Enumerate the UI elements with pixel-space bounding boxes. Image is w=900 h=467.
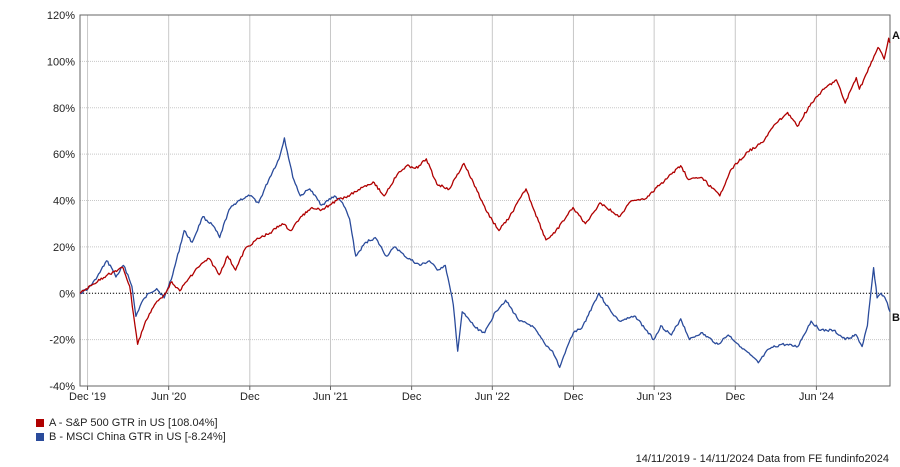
- y-tick-label: 0%: [59, 288, 75, 300]
- series-end-labels: BA: [892, 30, 900, 324]
- chart-grid: [80, 14, 890, 387]
- legend-label-b: B - MSCI China GTR in US [-8.24%]: [49, 431, 226, 443]
- x-tick-label: Dec: [402, 391, 422, 403]
- y-tick-label: 40%: [53, 196, 75, 208]
- y-tick-label: 20%: [53, 242, 75, 254]
- plot-frame: [79, 14, 891, 387]
- x-tick-label: Jun '22: [475, 391, 510, 403]
- y-tick-label: -40%: [49, 381, 75, 393]
- y-tick-label: 120%: [47, 10, 75, 22]
- series-line-a: [79, 37, 891, 345]
- series-end-label-b: B: [892, 312, 900, 324]
- y-tick-label: 60%: [53, 149, 75, 161]
- y-axis-ticks: -40% -20% 0% 20% 40% 60% 80% 100% 120%: [47, 10, 75, 393]
- x-tick-label: Jun '23: [637, 391, 672, 403]
- x-tick-label: Jun '21: [313, 391, 348, 403]
- legend-item-b: B - MSCI China GTR in US [-8.24%]: [36, 430, 226, 444]
- series-end-label-a: A: [892, 30, 900, 42]
- x-tick-label: Jun '20: [151, 391, 186, 403]
- x-tick-label: Dec: [725, 391, 745, 403]
- x-tick-label: Dec: [564, 391, 584, 403]
- legend-swatch-a: [36, 419, 44, 427]
- legend: A - S&P 500 GTR in US [108.04%] B - MSCI…: [36, 416, 226, 444]
- performance-chart: -40% -20% 0% 20% 40% 60% 80% 100% 120% Dec '19 Ju…: [47, 10, 900, 403]
- x-tick-label: Jun '24: [799, 391, 834, 403]
- x-axis-ticks: Dec '19 Jun '20 Dec Jun '21 Dec Jun '22 Dec Jun…: [69, 386, 834, 403]
- y-tick-label: 80%: [53, 103, 75, 115]
- legend-item-a: A - S&P 500 GTR in US [108.04%]: [36, 416, 226, 430]
- y-tick-label: -20%: [49, 335, 75, 347]
- y-tick-label: 100%: [47, 56, 75, 68]
- x-tick-label: Dec '19: [69, 391, 106, 403]
- series-layer: [79, 37, 891, 369]
- legend-swatch-b: [36, 433, 44, 441]
- series-line-b: [79, 137, 891, 369]
- x-tick-label: Dec: [240, 391, 260, 403]
- legend-label-a: A - S&P 500 GTR in US [108.04%]: [49, 417, 218, 429]
- footer-source: 14/11/2019 - 14/11/2024 Data from FE fun…: [635, 453, 889, 465]
